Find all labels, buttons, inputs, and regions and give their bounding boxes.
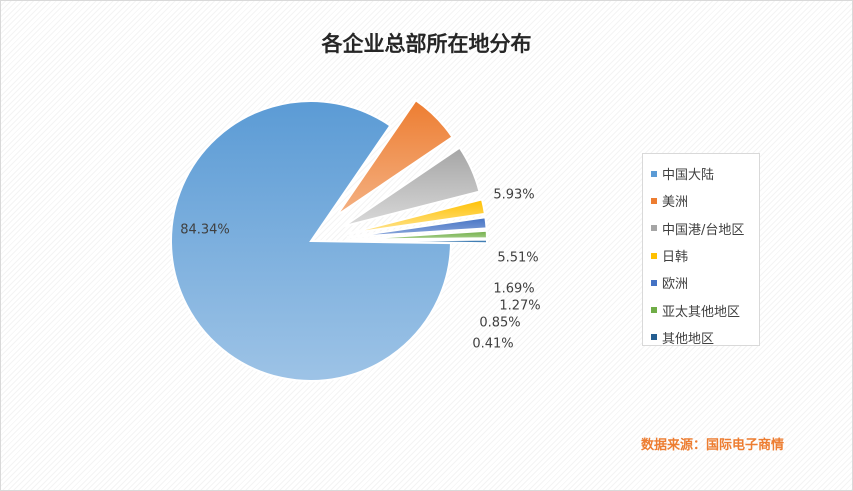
legend-swatch <box>651 307 657 314</box>
data-label-2: 5.93% <box>493 188 534 203</box>
data-label-6: 0.85% <box>479 316 520 331</box>
legend-label: 日韩 <box>662 250 689 266</box>
chart-legend: 中国大陆美洲中国港/台地区 日韩欧洲亚太其他地区 其他地区 <box>642 153 760 347</box>
legend-swatch <box>651 279 657 286</box>
legend-label: 其他地区 <box>662 331 715 347</box>
chart-title: 各企业总部所在地分布 <box>321 32 532 56</box>
pie-slice-3 <box>343 146 481 228</box>
legend-swatch <box>651 252 657 259</box>
pie-slice-6 <box>346 229 488 241</box>
data-label-7: 0.41% <box>472 337 513 352</box>
pie-slice-4 <box>346 198 486 235</box>
legend-item: 其他地区 <box>651 324 759 351</box>
legend-label: 欧洲 <box>662 277 689 293</box>
legend-item: 欧洲 <box>651 269 759 296</box>
legend-label: 亚太其他地区 <box>662 304 741 320</box>
data-label-1: 84.34% <box>180 223 230 238</box>
legend-item: 亚太其他地区 <box>651 296 759 323</box>
legend-swatch <box>651 225 657 232</box>
pie-slice-5 <box>346 216 488 239</box>
legend-item: 美洲 <box>651 187 759 214</box>
legend-swatch <box>651 197 657 204</box>
data-label-5: 1.27% <box>499 299 540 314</box>
legend-label: 中国大陆 <box>662 168 715 184</box>
legend-item: 日韩 <box>651 242 759 269</box>
data-label-4: 1.69% <box>493 282 534 297</box>
pie-slice-1 <box>170 100 453 382</box>
legend-label: 中国港/台地区 <box>662 222 745 238</box>
source-note: 数据来源：国际电子商情 <box>641 438 785 453</box>
data-label-3: 5.51% <box>497 251 538 266</box>
legend-item: 中国港/台地区 <box>651 215 759 242</box>
pie-slice-2 <box>335 98 454 217</box>
legend-label: 美洲 <box>662 195 689 211</box>
pie-slice-7 <box>346 238 488 245</box>
legend-swatch <box>651 170 657 177</box>
legend-item: 中国大陆 <box>651 160 759 187</box>
legend-swatch <box>651 334 657 341</box>
